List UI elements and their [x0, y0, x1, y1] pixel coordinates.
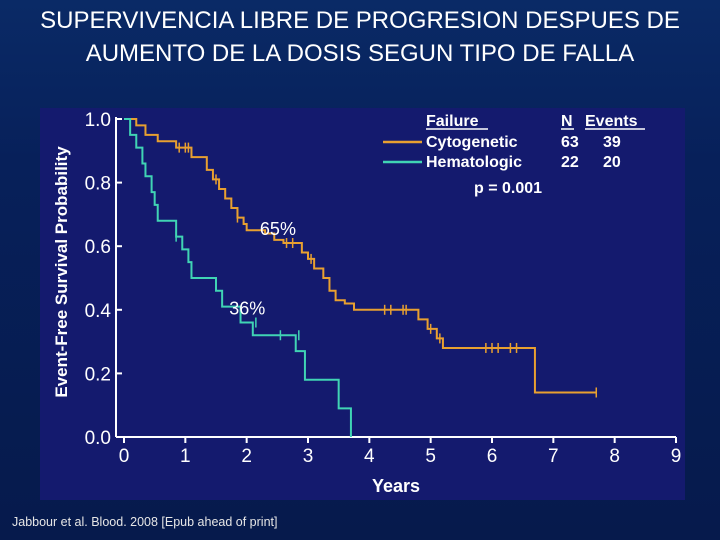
legend-header-failure: Failure — [426, 113, 479, 130]
x-tick-label: 0 — [119, 446, 130, 467]
slide-title: SUPERVIVENCIA LIBRE DE PROGRESION DESPUE… — [40, 7, 680, 67]
chart-censor-marks — [175, 142, 598, 398]
x-tick-label: 6 — [487, 446, 498, 467]
y-tick-label: 0.6 — [85, 237, 111, 258]
x-axis-label: Years — [372, 476, 420, 496]
legend-header-events: Events — [585, 113, 638, 130]
citation: Jabbour et al. Blood. 2008 [Epub ahead o… — [12, 515, 278, 529]
legend-label-hematologic: Hematologic — [426, 154, 522, 171]
legend-header-n: N — [561, 113, 573, 130]
y-tick-label: 0.4 — [85, 301, 112, 322]
hematologic-curve — [124, 118, 352, 437]
legend-p-value: p = 0.001 — [474, 180, 542, 197]
chart-axes: 0.0 0.2 0.4 0.6 0.8 1.0 0 1 2 3 4 5 6 7 8 9 Years Event-F… — [52, 110, 681, 496]
legend-events-hematologic: 20 — [603, 154, 621, 171]
cytogenetic-curve — [124, 118, 597, 394]
x-tick-label: 7 — [548, 446, 559, 467]
y-tick-label: 0.2 — [85, 364, 111, 385]
chart-curves — [124, 118, 597, 437]
y-axis-label: Event-Free Survival Probability — [52, 146, 71, 398]
x-tick-label: 5 — [425, 446, 436, 467]
x-tick-label: 2 — [241, 446, 252, 467]
x-tick-label: 9 — [671, 446, 682, 467]
legend-events-cytogenetic: 39 — [603, 134, 621, 151]
chart-panel — [40, 108, 685, 500]
legend-n-hematologic: 22 — [561, 154, 579, 171]
chart-annotations: 65% 36% — [229, 219, 296, 319]
y-tick-label: 1.0 — [85, 110, 111, 131]
x-tick-label: 3 — [303, 446, 314, 467]
y-tick-label: 0.0 — [85, 428, 111, 449]
x-tick-label: 1 — [180, 446, 191, 467]
annotation-label: 65% — [260, 219, 296, 239]
legend-n-cytogenetic: 63 — [561, 134, 579, 151]
x-tick-label: 4 — [364, 446, 375, 467]
x-tick-label: 8 — [609, 446, 620, 467]
annotation-label: 36% — [229, 299, 265, 319]
y-tick-label: 0.8 — [85, 174, 111, 195]
chart-legend: Failure N Events Cytogenetic 63 39 Hematologic… — [383, 113, 645, 197]
legend-label-cytogenetic: Cytogenetic — [426, 134, 518, 151]
